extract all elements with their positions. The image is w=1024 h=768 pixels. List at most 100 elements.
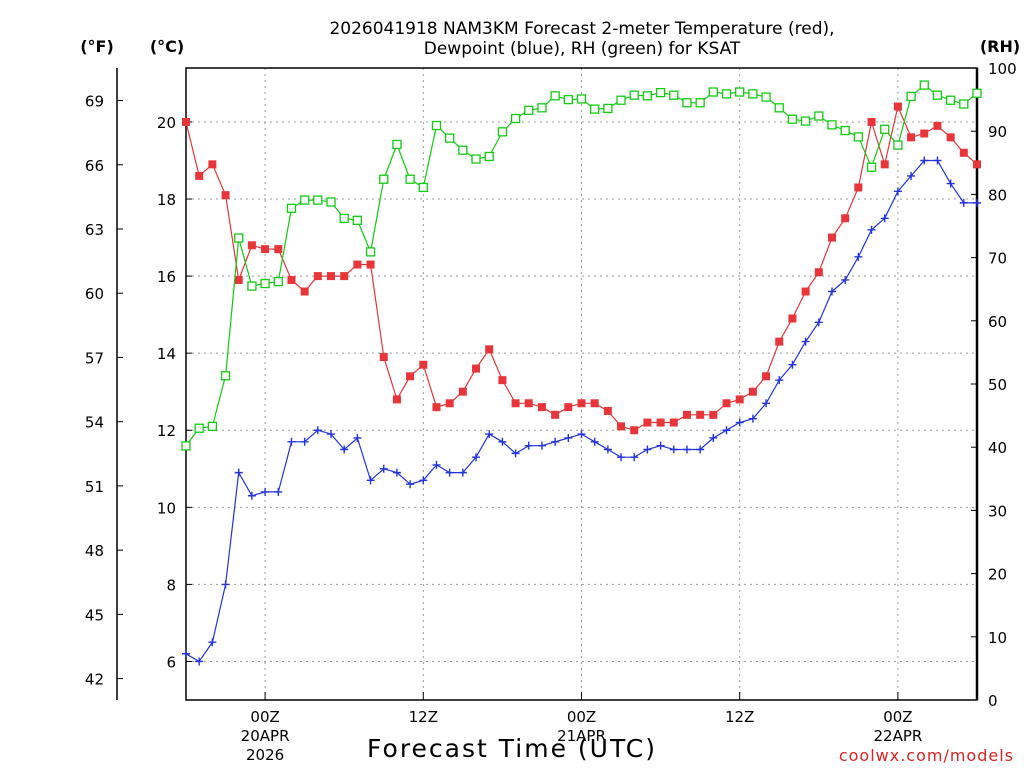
point-dewpoint-7 <box>274 487 283 496</box>
point-rh-49 <box>827 120 837 130</box>
point-dewpoint-43 <box>748 414 757 423</box>
point-dewpoint-57 <box>933 156 942 165</box>
point-rh-36 <box>655 87 666 98</box>
point-temperature-38 <box>682 410 691 419</box>
point-dewpoint-3 <box>221 580 230 589</box>
time-tick-date-4: 22APR <box>873 727 922 745</box>
point-dewpoint-18 <box>419 476 428 485</box>
point-dewpoint-40 <box>709 433 718 442</box>
point-rh-2 <box>207 421 218 431</box>
point-rh-14 <box>365 247 376 257</box>
point-temperature-30 <box>577 399 586 408</box>
point-rh-60 <box>972 88 982 98</box>
point-temperature-45 <box>775 337 784 346</box>
point-dewpoint-15 <box>379 464 388 473</box>
celsius-tick-label-18: 18 <box>157 191 176 209</box>
rh-tick-label-30: 30 <box>988 502 1007 520</box>
point-dewpoint-12 <box>340 445 349 454</box>
point-dewpoint-37 <box>669 445 678 454</box>
time-tick-date-2: 21APR <box>557 727 606 745</box>
point-temperature-19 <box>432 403 441 412</box>
point-dewpoint-58 <box>946 179 955 188</box>
point-temperature-41 <box>722 399 731 408</box>
fahrenheit-tick-label-45: 45 <box>85 606 104 624</box>
point-dewpoint-35 <box>643 445 652 454</box>
rh-tick-label-40: 40 <box>988 439 1007 457</box>
point-temperature-49 <box>827 233 836 242</box>
point-dewpoint-2 <box>208 638 217 647</box>
point-rh-54 <box>893 140 903 150</box>
point-temperature-22 <box>472 364 481 373</box>
point-temperature-15 <box>379 353 388 362</box>
rh-tick-label-90: 90 <box>988 123 1007 141</box>
point-temperature-9 <box>300 287 309 296</box>
fahrenheit-tick-label-51: 51 <box>85 478 104 496</box>
point-rh-41 <box>721 89 732 99</box>
point-temperature-50 <box>841 214 850 223</box>
time-tick-date-0: 20APR <box>241 727 290 745</box>
point-temperature-60 <box>973 160 981 169</box>
chart-title-line-1: 2026041918 NAM3KM Forecast 2-meter Tempe… <box>329 19 834 39</box>
fahrenheit-unit-label: (°F) <box>80 37 114 56</box>
point-temperature-34 <box>630 426 639 435</box>
point-temperature-6 <box>261 245 270 254</box>
point-rh-34 <box>629 90 639 100</box>
point-dewpoint-56 <box>920 156 929 165</box>
point-dewpoint-20 <box>445 468 454 477</box>
point-rh-24 <box>497 127 508 137</box>
point-dewpoint-27 <box>537 441 546 450</box>
point-temperature-24 <box>498 376 507 385</box>
point-dewpoint-13 <box>353 433 362 442</box>
point-dewpoint-50 <box>841 275 850 284</box>
point-temperature-46 <box>788 314 797 323</box>
point-temperature-47 <box>801 287 810 296</box>
point-dewpoint-42 <box>735 418 744 427</box>
point-rh-25 <box>510 113 521 124</box>
point-dewpoint-60 <box>973 198 981 207</box>
point-temperature-26 <box>524 399 533 408</box>
point-rh-58 <box>945 95 956 105</box>
point-dewpoint-39 <box>696 445 705 454</box>
point-temperature-12 <box>340 272 349 281</box>
point-dewpoint-28 <box>551 437 560 446</box>
point-dewpoint-53 <box>880 214 889 223</box>
point-temperature-20 <box>445 399 454 408</box>
fahrenheit-tick-label-57: 57 <box>85 349 104 367</box>
point-temperature-56 <box>920 129 929 138</box>
point-dewpoint-49 <box>827 287 836 296</box>
point-rh-23 <box>484 151 494 162</box>
point-rh-26 <box>524 105 534 115</box>
point-temperature-39 <box>696 410 705 419</box>
point-temperature-17 <box>406 372 415 381</box>
point-dewpoint-26 <box>524 441 533 450</box>
point-rh-3 <box>220 371 231 381</box>
point-temperature-14 <box>366 260 375 269</box>
data-series <box>181 80 982 666</box>
rh-tick-label-80: 80 <box>988 186 1007 204</box>
point-temperature-44 <box>762 372 771 381</box>
point-dewpoint-33 <box>617 453 626 462</box>
point-temperature-54 <box>893 102 902 111</box>
point-dewpoint-48 <box>814 318 823 327</box>
point-temperature-40 <box>709 410 718 419</box>
celsius-tick-label-12: 12 <box>157 422 176 440</box>
rh-tick-label-50: 50 <box>988 376 1007 394</box>
point-temperature-52 <box>867 117 876 126</box>
point-rh-57 <box>932 90 943 100</box>
celsius-tick-label-10: 10 <box>157 499 176 517</box>
point-rh-39 <box>695 98 705 108</box>
time-tick-label-4: 00Z <box>883 708 912 726</box>
fahrenheit-tick-label-54: 54 <box>85 414 104 432</box>
fahrenheit-tick-label-48: 48 <box>85 542 104 560</box>
point-dewpoint-17 <box>406 480 415 489</box>
point-rh-15 <box>379 174 389 184</box>
point-temperature-28 <box>551 410 560 419</box>
point-temperature-48 <box>814 268 823 277</box>
point-temperature-21 <box>458 387 467 396</box>
point-temperature-13 <box>353 260 362 269</box>
point-rh-16 <box>392 139 402 150</box>
point-dewpoint-31 <box>590 437 599 446</box>
plot-frame <box>185 67 978 701</box>
point-temperature-29 <box>564 403 573 412</box>
